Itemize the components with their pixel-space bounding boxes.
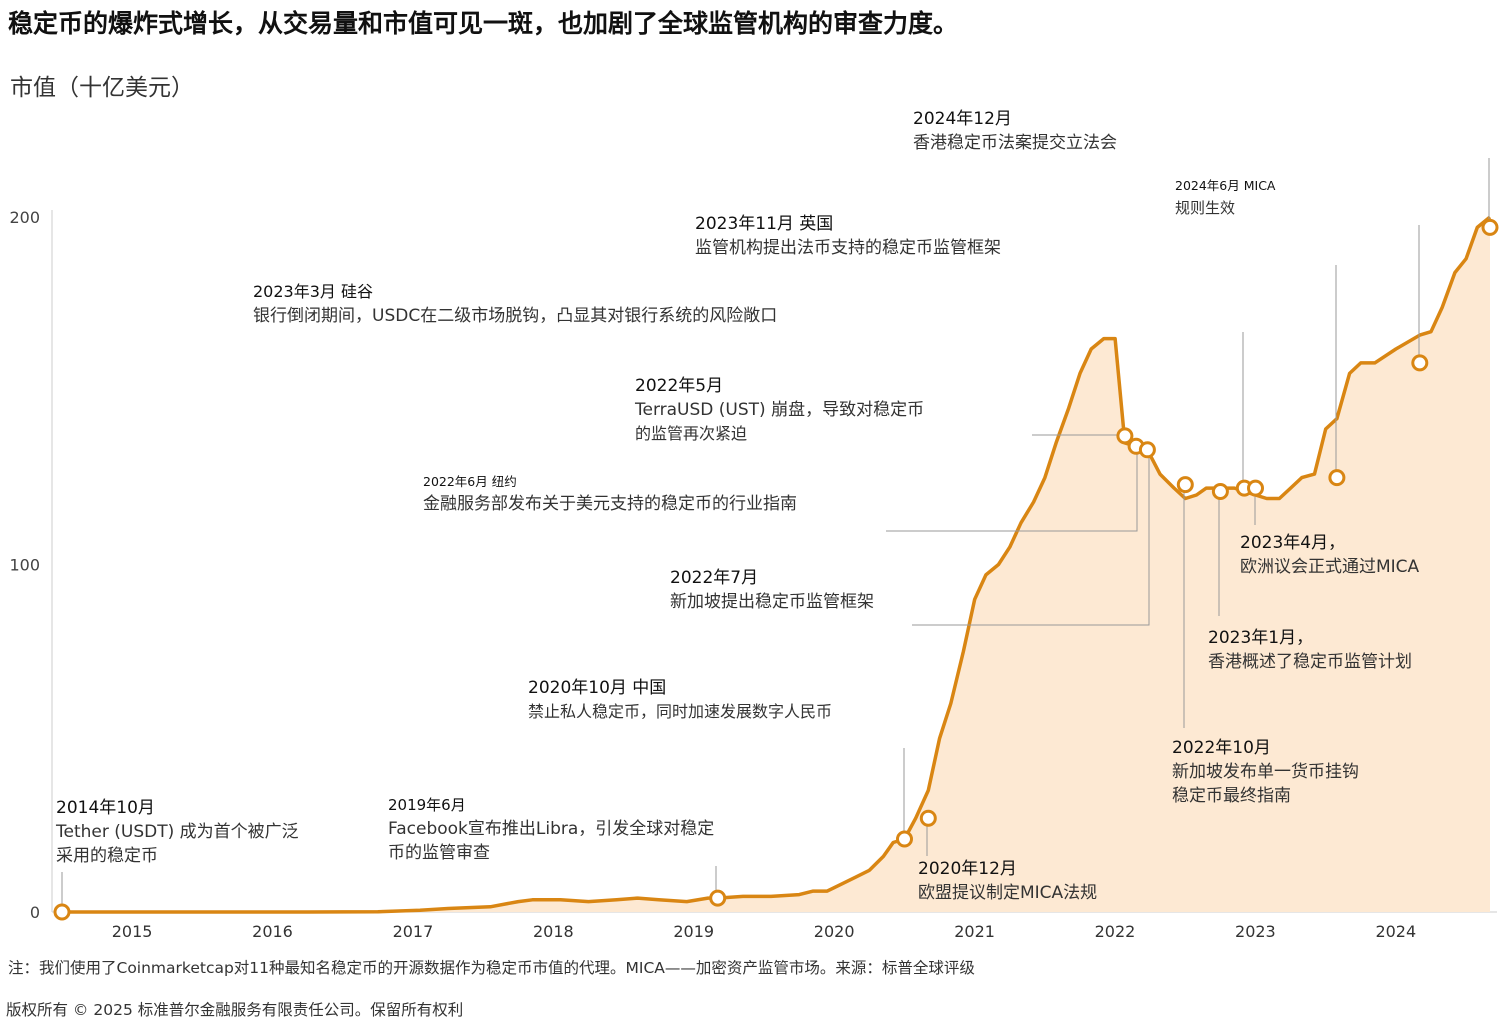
annotation-2023-03: 2023年3月 硅谷 银行倒闭期间，USDC在二级市场脱钩，凸显其对银行系统的风…	[253, 280, 777, 328]
annotation-date: 2020年10月 中国	[528, 678, 667, 698]
annotation-2024-06: 2024年6月 MICA 规则生效	[1175, 176, 1276, 220]
annotation-text: 采用的稳定币	[56, 846, 158, 866]
event-marker-13	[1481, 218, 1499, 236]
annotation-text: 银行倒闭期间，USDC在二级市场脱钩，凸显其对银行系统的风险敞口	[253, 306, 778, 326]
copyright: 版权所有 © 2025 标准普尔金融服务有限责任公司。保留所有权利	[6, 1001, 464, 1019]
x-tick-label: 2019	[673, 922, 714, 941]
annotation-2022-10: 2022年10月 新加坡发布单一货币挂钩 稳定币最终指南	[1172, 736, 1359, 808]
y-axis-title: 市值（十亿美元）	[10, 75, 194, 101]
annotation-date: 2022年5月	[635, 376, 724, 396]
y-tick-label: 100	[9, 556, 40, 575]
annotation-leader-6	[912, 452, 1150, 626]
event-markers	[53, 218, 1499, 921]
x-tick-label: 2022	[1095, 922, 1136, 941]
y-axis-ticks: 0 100 200	[9, 208, 40, 922]
event-marker-3	[919, 809, 937, 827]
event-marker-10	[1247, 479, 1264, 497]
event-marker-11	[1328, 469, 1346, 487]
annotation-text: 新加坡发布单一货币挂钩	[1172, 762, 1359, 782]
y-tick-label: 0	[30, 903, 40, 922]
annotation-text: 监管机构提出法币支持的稳定币监管框架	[695, 238, 1001, 258]
annotation-date: 2022年6月 纽约	[423, 474, 517, 489]
annotation-text: 香港稳定币法案提交立法会	[913, 133, 1117, 153]
annotation-2023-01: 2023年1月， 香港概述了稳定币监管计划	[1208, 626, 1412, 674]
annotation-date: 2024年12月	[913, 109, 1012, 129]
annotation-2020-10: 2020年10月 中国 禁止私人稳定币，同时加速发展数字人民币	[528, 676, 832, 724]
x-tick-label: 2024	[1375, 922, 1416, 941]
event-marker-6	[1138, 441, 1156, 459]
headline: 稳定币的爆炸式增长，从交易量和市值可见一斑，也加剧了全球监管机构的审查力度。	[8, 9, 959, 38]
x-tick-label: 2023	[1235, 922, 1276, 941]
annotation-date: 2022年10月	[1172, 738, 1271, 758]
annotation-2023-04: 2023年4月， 欧洲议会正式通过MICA	[1240, 531, 1419, 579]
annotation-2023-11: 2023年11月 英国 监管机构提出法币支持的稳定币监管框架	[695, 212, 1001, 260]
annotation-text: 的监管再次紧迫	[635, 424, 748, 443]
annotation-text: Tether (USDT) 成为首个被广泛	[56, 822, 299, 842]
market-cap-line	[62, 215, 1492, 914]
annotation-date: 2023年3月 硅谷	[253, 282, 373, 301]
annotation-text: 新加坡提出稳定币监管框架	[670, 592, 874, 612]
annotation-2019-06: 2019年6月 Facebook宣布推出Libra，引发全球对稳定 币的监管审查	[388, 793, 714, 865]
chart-note: 注：我们使用了Coinmarketcap对11种最知名稳定币的开源数据作为稳定币…	[8, 959, 975, 977]
annotation-2014-10: 2014年10月 Tether (USDT) 成为首个被广泛 采用的稳定币	[56, 796, 299, 868]
annotation-leader-5	[886, 448, 1138, 532]
x-tick-label: 2015	[112, 922, 153, 941]
annotation-2022-07: 2022年7月 新加坡提出稳定币监管框架	[670, 566, 874, 614]
annotation-2022-05: 2022年5月 TerraUSD (UST) 崩盘，导致对稳定币 的监管再次紧迫	[635, 374, 924, 446]
x-tick-label: 2017	[393, 922, 434, 941]
annotation-2022-06: 2022年6月 纽约 金融服务部发布关于美元支持的稳定币的行业指南	[423, 472, 797, 516]
annotation-text: Facebook宣布推出Libra，引发全球对稳定	[388, 819, 715, 839]
annotation-date: 2020年12月	[918, 859, 1017, 879]
annotation-date: 2022年7月	[670, 568, 759, 588]
annotation-text: 欧洲议会正式通过MICA	[1240, 557, 1420, 577]
market-cap-chart: 2015 2016 2017 2018 2019 2020 2021 2022 2023 2024…	[9, 158, 1499, 941]
x-tick-label: 2021	[954, 922, 995, 941]
annotation-text: 香港概述了稳定币监管计划	[1208, 652, 1412, 672]
x-axis-ticks: 2015 2016 2017 2018 2019 2020 2021 2022 2023 2024	[112, 922, 1416, 941]
annotation-text: 禁止私人稳定币，同时加速发展数字人民币	[528, 702, 833, 721]
event-marker-8	[1211, 483, 1229, 500]
annotation-date: 2023年4月，	[1240, 533, 1346, 553]
annotation-text: 币的监管审查	[388, 843, 490, 863]
annotation-date: 2024年6月 MICA	[1175, 178, 1276, 193]
annotation-date: 2023年11月 英国	[695, 214, 834, 234]
event-marker-2	[896, 830, 913, 848]
event-marker-0	[53, 903, 71, 921]
x-tick-label: 2016	[252, 922, 293, 941]
annotation-date: 2023年1月，	[1208, 628, 1314, 648]
annotation-date: 2019年6月	[388, 796, 466, 814]
annotation-text: 欧盟提议制定MICA法规	[918, 883, 1098, 903]
annotation-text: 稳定币最终指南	[1172, 786, 1291, 806]
y-tick-label: 200	[9, 208, 40, 227]
event-marker-7	[1176, 476, 1194, 494]
event-marker-1	[709, 889, 727, 907]
annotation-text: TerraUSD (UST) 崩盘，导致对稳定币	[635, 400, 925, 420]
event-marker-12	[1411, 354, 1429, 372]
annotation-text: 规则生效	[1175, 199, 1236, 217]
annotation-text: 金融服务部发布关于美元支持的稳定币的行业指南	[423, 494, 797, 514]
annotation-date: 2014年10月	[56, 798, 155, 818]
annotation-2024-12: 2024年12月 香港稳定币法案提交立法会	[913, 107, 1117, 155]
x-tick-label: 2018	[533, 922, 574, 941]
market-cap-area	[62, 217, 1490, 912]
x-tick-label: 2020	[814, 922, 855, 941]
annotation-2020-12: 2020年12月 欧盟提议制定MICA法规	[918, 857, 1097, 905]
event-marker-4	[1116, 427, 1134, 445]
